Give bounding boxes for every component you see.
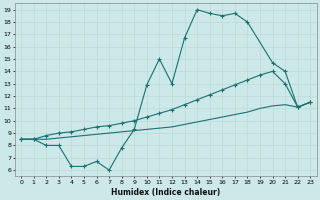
X-axis label: Humidex (Indice chaleur): Humidex (Indice chaleur) — [111, 188, 220, 197]
